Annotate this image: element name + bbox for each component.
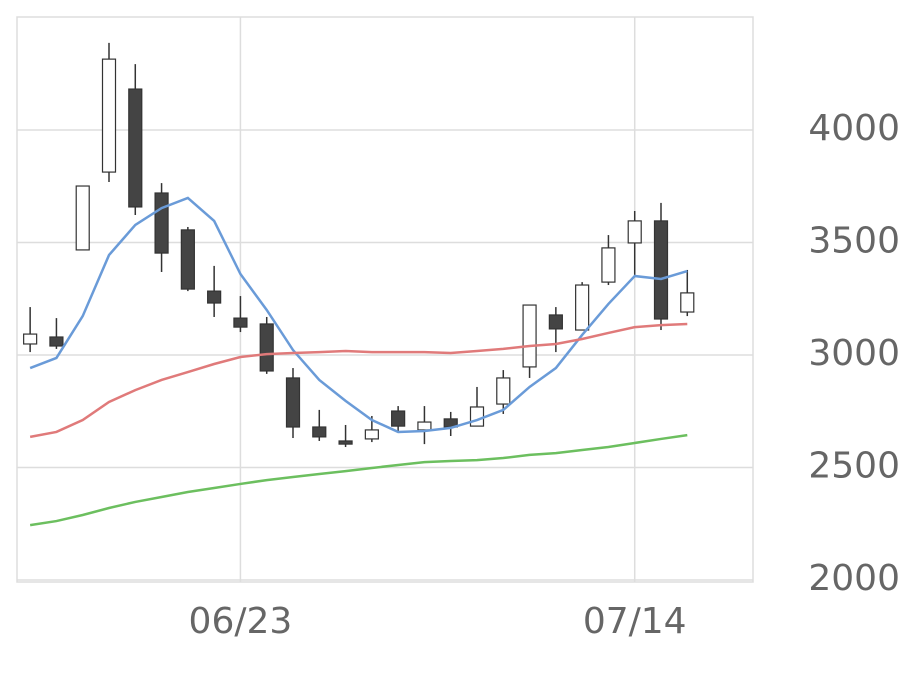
candle-body <box>180 229 195 290</box>
y-tick-label: 3500 <box>808 221 900 262</box>
candle-body <box>312 426 327 438</box>
candle-body <box>233 317 248 328</box>
candle-body <box>601 247 616 283</box>
candle-body <box>128 88 143 208</box>
candle-body <box>285 377 301 428</box>
candle-body <box>417 421 432 431</box>
candle-body <box>338 440 353 445</box>
candle-body <box>469 406 485 427</box>
candle-body <box>364 429 379 440</box>
y-tick-label: 2500 <box>808 446 900 487</box>
candle-body <box>627 220 642 244</box>
candle-body <box>259 323 274 372</box>
candle-body <box>522 304 537 368</box>
moving-average-line <box>29 433 688 527</box>
x-tick-label: 06/23 <box>189 601 293 642</box>
y-tick-label: 3000 <box>808 333 900 374</box>
candle-body <box>49 336 64 347</box>
candle-body <box>75 185 90 251</box>
moving-average-line <box>29 322 688 439</box>
candle-body <box>23 333 38 345</box>
y-tick-label: 4000 <box>808 108 900 149</box>
candle-body <box>496 377 511 405</box>
candle-body <box>101 58 117 173</box>
candle-body <box>680 292 695 313</box>
candle-body <box>575 284 590 331</box>
plot-frame <box>16 16 754 583</box>
candle-body <box>548 314 563 330</box>
candle-body <box>391 410 406 427</box>
y-tick-label: 2000 <box>808 558 900 599</box>
candle-body <box>207 290 222 304</box>
candle-body <box>154 192 169 254</box>
candle-body <box>653 220 669 320</box>
x-tick-label: 07/14 <box>583 601 687 642</box>
